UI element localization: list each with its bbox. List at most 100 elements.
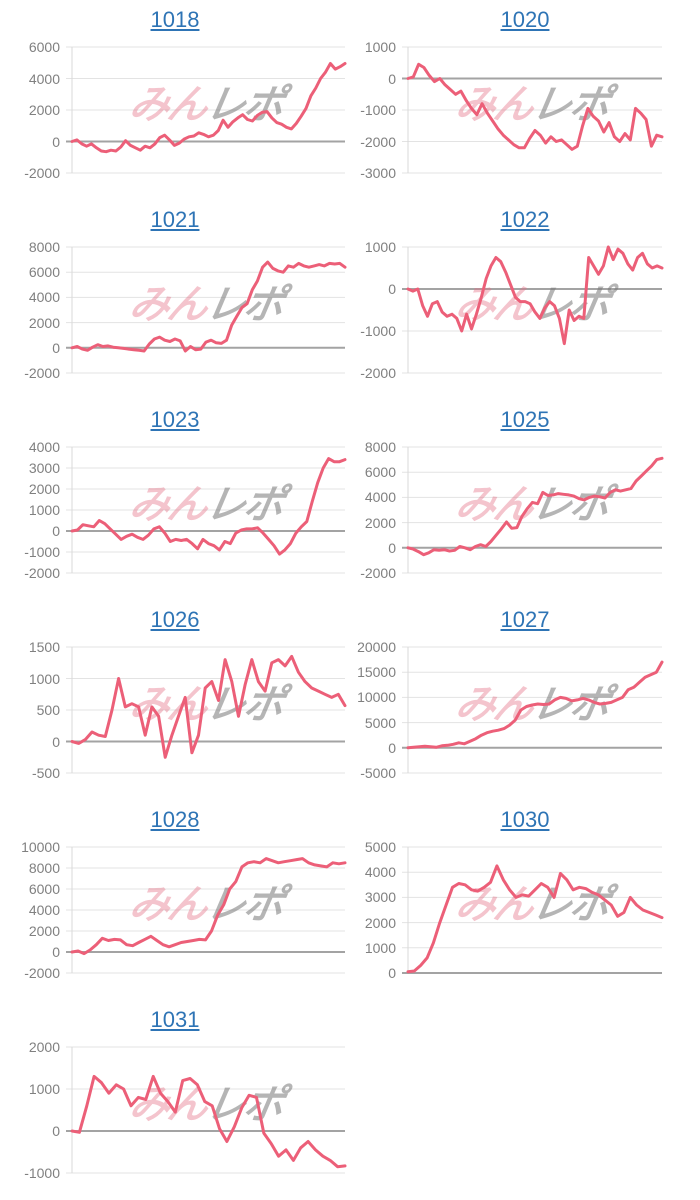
y-axis-label: -1000 [360,323,396,339]
y-axis-label: 0 [52,133,60,150]
y-axis-label: -1000 [24,1165,60,1181]
machine-link-1027[interactable]: 1027 [500,607,550,632]
chart-title: 1020 [350,0,700,38]
y-axis-label: -5000 [360,765,396,781]
chart-area: 1000 0 -1000 -2000 -3000 みんレポ [350,39,666,181]
y-axis-label: 0 [388,965,396,981]
machine-link-1018[interactable]: 1018 [150,7,200,32]
y-axis-label: -1000 [24,544,60,560]
y-axis-label: 0 [52,339,60,356]
line-chart [406,245,664,346]
chart-cell-1021: 1021 8000 6000 4000 2000 0 -2000 みんレポ [0,200,350,400]
chart-area: 5000 4000 3000 2000 1000 0 みんレポ [350,839,666,981]
data-line [406,62,664,151]
y-axis-label: -2000 [24,365,60,381]
chart-title: 1028 [0,800,350,838]
y-axis-label: 6000 [28,264,60,281]
data-line [406,456,664,557]
chart-area: 1000 0 -1000 -2000 みんレポ [350,239,666,381]
machine-link-1022[interactable]: 1022 [500,207,550,232]
y-axis-label: -1000 [360,102,396,118]
y-axis-label: 2000 [28,102,60,118]
y-axis-label: 0 [388,281,396,297]
y-axis-label: 4000 [28,902,60,918]
chart-area: 20000 15000 10000 5000 0 -5000 みんレポ [350,639,666,781]
line-chart [70,457,347,556]
y-axis-label: 2000 [28,1039,60,1055]
chart-area: 1500 1000 500 0 -500 みんレポ [14,639,347,781]
machine-link-1026[interactable]: 1026 [150,607,200,632]
chart-cell-1022: 1022 1000 0 -1000 -2000 みんレポ [350,200,700,400]
chart-gridlines [402,846,662,974]
line-chart [406,62,664,151]
line-chart [70,1074,347,1169]
line-chart [406,660,664,750]
chart-area: 4000 3000 2000 1000 0 -1000 -2000 みんレポ [14,439,347,581]
chart-title: 1022 [350,200,700,238]
y-axis-label: 8000 [28,239,60,255]
machine-link-1030[interactable]: 1030 [500,807,550,832]
chart-title: 1018 [0,0,350,38]
y-axis-label: 10000 [357,689,396,706]
machine-link-1021[interactable]: 1021 [150,207,200,232]
y-axis-label: 5000 [364,714,396,731]
y-axis-label: 0 [52,944,60,960]
y-axis-label: 3000 [28,460,60,476]
chart-area: 6000 4000 2000 0 -2000 みんレポ [14,39,347,181]
machine-link-1028[interactable]: 1028 [150,807,200,832]
y-axis-label: 4000 [28,439,60,455]
line-chart [70,260,347,353]
chart-area: 8000 6000 4000 2000 0 -2000 みんレポ [350,439,666,581]
chart-area: 10000 8000 6000 4000 2000 0 -2000 みんレポ [14,839,347,981]
data-line [70,260,347,353]
data-line [70,654,347,759]
chart-gridlines [402,646,662,774]
y-axis-label: -2000 [360,365,396,381]
y-axis-label: 20000 [357,639,396,655]
line-chart [70,654,347,759]
y-axis-label: 1000 [28,1081,60,1097]
y-axis-label: -2000 [24,165,60,181]
chart-gridlines [66,46,345,174]
line-chart [70,62,347,154]
y-axis-label: 0 [388,70,396,87]
data-line [70,62,347,154]
y-axis-label: 6000 [28,881,60,897]
y-axis-label: 4000 [364,489,396,506]
chart-title: 1030 [350,800,700,838]
machine-link-1020[interactable]: 1020 [500,7,550,32]
line-chart [70,857,347,956]
y-axis-label: 2000 [364,514,396,531]
y-axis-label: 1000 [364,39,396,55]
y-axis-label: 1000 [364,239,396,255]
y-axis-label: 10000 [21,839,60,855]
chart-cell-1020: 1020 1000 0 -1000 -2000 -3000 みんレポ [350,0,700,200]
y-axis-label: 2000 [28,481,60,497]
y-axis-label: 6000 [364,464,396,481]
data-line [406,245,664,346]
machine-link-1025[interactable]: 1025 [500,407,550,432]
machine-link-1031[interactable]: 1031 [150,1007,200,1032]
chart-gridlines [66,646,345,774]
chart-area: 2000 1000 0 -1000 みんレポ [14,1039,347,1181]
y-axis-label: -2000 [360,133,396,150]
y-axis-label: 4000 [28,70,60,87]
y-axis-label: 1000 [28,670,60,687]
y-axis-label: 2000 [364,914,396,931]
chart-gridlines [402,46,662,174]
y-axis-label: 8000 [28,860,60,876]
chart-cell-1023: 1023 4000 3000 2000 1000 0 -1000 -2000 みんレポ [0,400,350,600]
data-line [406,660,664,750]
machine-link-1023[interactable]: 1023 [150,407,200,432]
y-axis-label: -3000 [360,165,396,181]
y-axis-label: 6000 [28,39,60,55]
y-axis-label: 3000 [364,889,396,906]
chart-cell-1028: 1028 10000 8000 6000 4000 2000 0 -2000 みんレポ [0,800,350,1000]
chart-area: 8000 6000 4000 2000 0 -2000 みんレポ [14,239,347,381]
chart-cell-1025: 1025 8000 6000 4000 2000 0 -2000 みんレポ [350,400,700,600]
y-axis-label: 1500 [28,639,60,655]
chart-cell-1030: 1030 5000 4000 3000 2000 1000 0 みんレポ [350,800,700,1000]
chart-cell-1018: 1018 6000 4000 2000 0 -2000 みんレポ [0,0,350,200]
